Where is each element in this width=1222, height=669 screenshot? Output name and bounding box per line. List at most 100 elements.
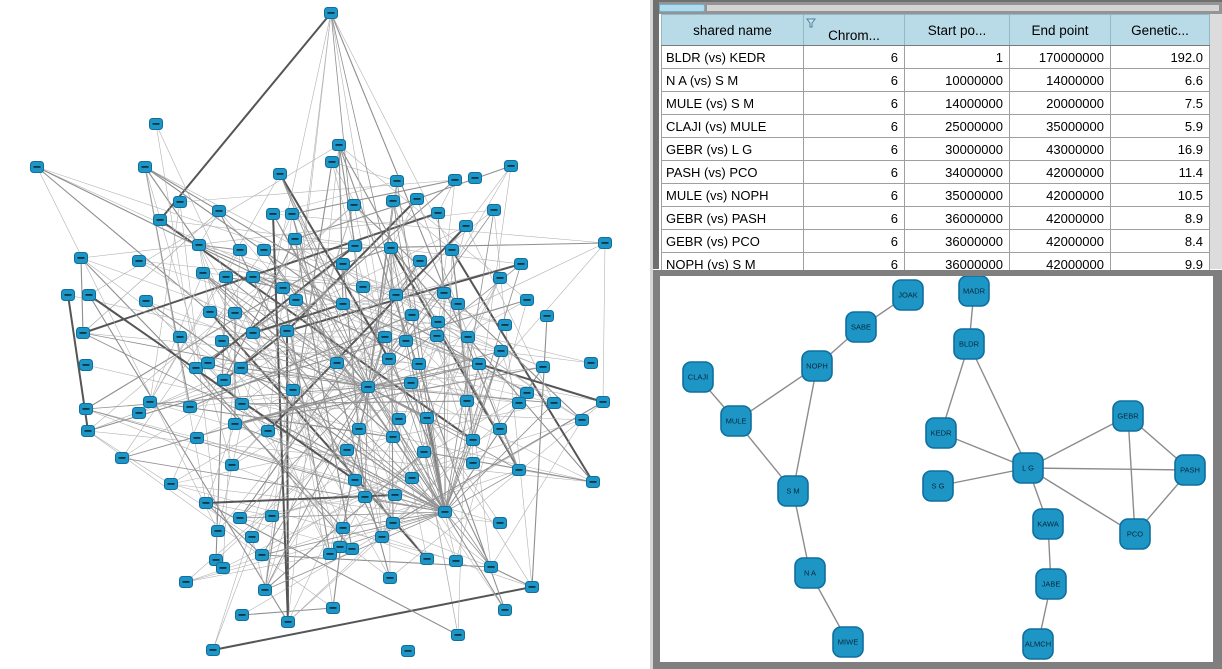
network-node[interactable]	[143, 396, 157, 408]
network-node-kedr[interactable]: KEDR	[925, 417, 957, 449]
network-node[interactable]	[586, 476, 600, 488]
network-node[interactable]	[132, 255, 146, 267]
network-node-bldr[interactable]: BLDR	[953, 328, 985, 360]
network-edge[interactable]	[1027, 467, 1191, 471]
network-node[interactable]	[493, 423, 507, 435]
table-cell[interactable]: 192.0	[1110, 45, 1210, 69]
network-node[interactable]	[514, 258, 528, 270]
table-cell[interactable]: MULE (vs) S M	[661, 91, 804, 115]
network-node-jabe[interactable]: JABE	[1035, 568, 1067, 600]
network-node[interactable]	[498, 319, 512, 331]
table-cell[interactable]: MULE (vs) NOPH	[661, 183, 804, 207]
network-node[interactable]	[217, 374, 231, 386]
network-node[interactable]	[281, 616, 295, 628]
table-cell[interactable]: 10000000	[904, 68, 1010, 92]
large-network-canvas[interactable]	[0, 0, 650, 669]
network-node[interactable]	[190, 432, 204, 444]
table-row[interactable]: MULE (vs) NOPH 6 35000000 42000000 10.5	[661, 183, 1210, 207]
table-cell[interactable]: 6	[803, 229, 905, 253]
network-node[interactable]	[183, 401, 197, 413]
network-edge[interactable]	[968, 343, 1029, 469]
table-row[interactable]: PASH (vs) PCO 6 34000000 42000000 11.4	[661, 160, 1210, 184]
network-node-almch[interactable]: ALMCH	[1022, 628, 1054, 660]
network-node[interactable]	[330, 357, 344, 369]
table-cell[interactable]: GEBR (vs) PCO	[661, 229, 804, 253]
network-node[interactable]	[460, 395, 474, 407]
network-node[interactable]	[139, 295, 153, 307]
network-node-sg[interactable]: S G	[922, 470, 954, 502]
network-node[interactable]	[245, 531, 259, 543]
network-node[interactable]	[173, 331, 187, 343]
network-node[interactable]	[520, 387, 534, 399]
table-cell[interactable]: 35000000	[1009, 114, 1111, 138]
table-row[interactable]: N A (vs) S M 6 10000000 14000000 6.6	[661, 68, 1210, 92]
network-node[interactable]	[192, 239, 206, 251]
network-node[interactable]	[173, 196, 187, 208]
network-node[interactable]	[79, 359, 93, 371]
network-node[interactable]	[324, 7, 338, 19]
network-node[interactable]	[466, 457, 480, 469]
network-node[interactable]	[348, 474, 362, 486]
network-node[interactable]	[401, 645, 415, 657]
network-node[interactable]	[199, 497, 213, 509]
table-cell[interactable]: GEBR (vs) L G	[661, 137, 804, 161]
network-node[interactable]	[461, 331, 475, 343]
network-node[interactable]	[493, 272, 507, 284]
network-edge[interactable]	[1027, 467, 1136, 535]
network-node[interactable]	[196, 267, 210, 279]
network-node[interactable]	[336, 258, 350, 270]
network-node[interactable]	[445, 244, 459, 256]
network-node-noph[interactable]: NOPH	[801, 350, 833, 382]
network-node[interactable]	[494, 345, 508, 357]
network-node[interactable]	[132, 407, 146, 419]
column-header-chromosome[interactable]: Chrom...	[803, 14, 905, 46]
network-node[interactable]	[361, 381, 375, 393]
network-node[interactable]	[378, 331, 392, 343]
network-node[interactable]	[289, 294, 303, 306]
network-node[interactable]	[410, 193, 424, 205]
table-cell[interactable]: 43000000	[1009, 137, 1111, 161]
table-cell[interactable]: 6	[803, 160, 905, 184]
network-node[interactable]	[246, 327, 260, 339]
network-node[interactable]	[215, 335, 229, 347]
network-node[interactable]	[149, 118, 163, 130]
table-row[interactable]: BLDR (vs) KEDR 6 1 170000000 192.0	[661, 45, 1210, 69]
table-row[interactable]: GEBR (vs) PCO 6 36000000 42000000 8.4	[661, 229, 1210, 253]
network-node[interactable]	[234, 362, 248, 374]
network-node-joak[interactable]: JOAK	[892, 279, 924, 311]
network-node[interactable]	[288, 233, 302, 245]
network-node[interactable]	[520, 294, 534, 306]
network-node[interactable]	[235, 609, 249, 621]
table-row[interactable]: GEBR (vs) PASH 6 36000000 42000000 8.9	[661, 206, 1210, 230]
network-node[interactable]	[487, 204, 501, 216]
table-cell[interactable]: 34000000	[904, 160, 1010, 184]
table-cell[interactable]: 8.9	[1110, 206, 1210, 230]
network-node[interactable]	[512, 464, 526, 476]
network-node[interactable]	[498, 604, 512, 616]
network-node[interactable]	[540, 310, 554, 322]
network-node[interactable]	[451, 629, 465, 641]
network-node[interactable]	[255, 549, 269, 561]
network-node[interactable]	[246, 271, 260, 283]
network-edge[interactable]	[1027, 415, 1129, 469]
network-node[interactable]	[438, 506, 452, 518]
column-header-start-point[interactable]: Start po...	[904, 14, 1010, 46]
network-node[interactable]	[325, 156, 339, 168]
network-node[interactable]	[484, 561, 498, 573]
network-node[interactable]	[258, 584, 272, 596]
table-cell[interactable]: 6	[803, 137, 905, 161]
network-node[interactable]	[525, 581, 539, 593]
table-cell[interactable]: 35000000	[904, 183, 1010, 207]
network-node[interactable]	[575, 414, 589, 426]
network-node[interactable]	[164, 478, 178, 490]
table-cell[interactable]: N A (vs) S M	[661, 68, 804, 92]
table-cell[interactable]: 6	[803, 114, 905, 138]
table-cell[interactable]: 10.5	[1110, 183, 1210, 207]
network-node[interactable]	[235, 398, 249, 410]
network-node[interactable]	[348, 240, 362, 252]
table-cell[interactable]: CLAJI (vs) MULE	[661, 114, 804, 138]
network-node[interactable]	[82, 289, 96, 301]
network-node[interactable]	[389, 289, 403, 301]
network-node[interactable]	[358, 491, 372, 503]
network-node[interactable]	[225, 459, 239, 471]
